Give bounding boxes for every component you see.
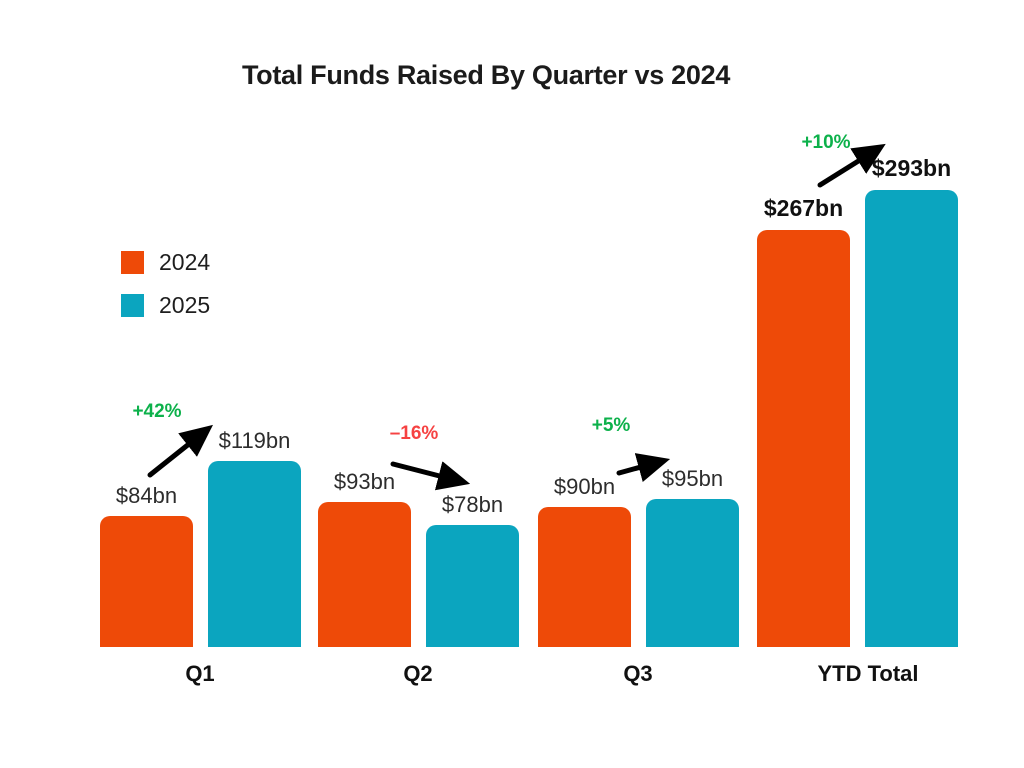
value-label-2024-ytd-total: $267bn — [763, 195, 844, 221]
legend-label-2025: 2025 — [159, 292, 211, 318]
bar-2024-ytd-total — [757, 230, 850, 647]
value-label-2025-ytd-total: $293bn — [871, 155, 952, 181]
chart-title: Total Funds Raised By Quarter vs 2024 — [241, 60, 731, 90]
trend-arrow-q1 — [147, 424, 213, 478]
x-axis-label-q1: Q1 — [185, 661, 215, 686]
bar-2025-q2 — [426, 525, 519, 647]
change-label-q1: +42% — [132, 401, 182, 422]
value-label-2024-q1: $84bn — [115, 483, 178, 508]
change-label-q3: +5% — [591, 415, 631, 436]
trend-arrow-q2 — [390, 461, 471, 491]
legend-item-2024: 2024 — [121, 249, 210, 276]
bar-2025-ytd-total — [865, 190, 958, 647]
change-label-ytd-total: +10% — [801, 132, 851, 153]
legend-item-2025: 2025 — [121, 292, 210, 319]
value-label-2024-q2: $93bn — [333, 469, 396, 494]
value-label-2025-q1: $119bn — [218, 428, 291, 453]
bar-2025-q1 — [208, 461, 301, 647]
value-label-2025-q2: $78bn — [441, 492, 504, 517]
change-label-q2: –16% — [389, 423, 439, 444]
x-axis-label-q3: Q3 — [623, 661, 653, 686]
trend-arrow-ytd-total — [817, 143, 886, 188]
x-axis-label-ytd-total: YTD Total — [817, 661, 919, 686]
bar-2024-q1 — [100, 516, 193, 647]
trend-arrow-q3 — [616, 453, 671, 483]
value-label-2024-q3: $90bn — [553, 474, 616, 499]
value-label-2025-q3: $95bn — [661, 466, 724, 491]
legend: 2024 2025 — [121, 249, 210, 319]
legend-swatch-2024 — [121, 251, 144, 274]
legend-label-2024: 2024 — [159, 249, 211, 275]
legend-swatch-2025 — [121, 294, 144, 317]
bar-2025-q3 — [646, 499, 739, 647]
x-axis-label-q2: Q2 — [403, 661, 433, 686]
bar-2024-q3 — [538, 507, 631, 647]
bar-2024-q2 — [318, 502, 411, 647]
